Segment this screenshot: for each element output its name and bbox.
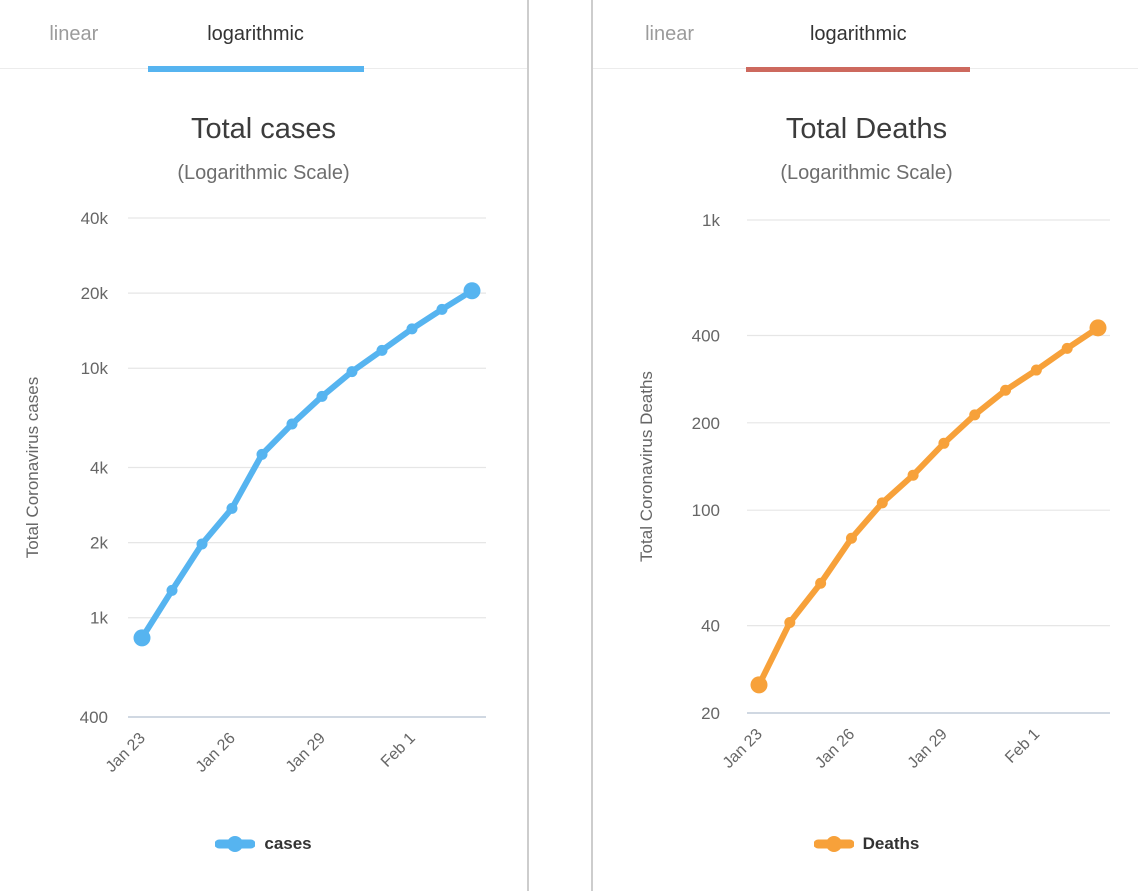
y-tick-label: 20k (81, 284, 109, 303)
legend-label: cases (264, 834, 312, 853)
x-tick-label: Jan 29 (283, 730, 329, 776)
data-point-marker (1030, 364, 1042, 376)
x-tick-label: Jan 23 (720, 726, 766, 772)
active-tab-underline (746, 67, 971, 72)
tab-label: linear (645, 22, 695, 45)
legend-marker-icon (813, 836, 854, 852)
data-point-marker (316, 390, 328, 402)
deaths-panel: linear logarithmic Total Deaths (Logarit… (591, 0, 1138, 891)
data-point-marker (1061, 342, 1073, 354)
y-tick-label: 1k (90, 609, 108, 628)
data-point-marker (1000, 384, 1012, 396)
data-point-marker (1089, 319, 1107, 337)
tab-label: logarithmic (207, 22, 304, 45)
tab-logarithmic-cases[interactable]: logarithmic (147, 0, 364, 72)
legend-dot (825, 836, 842, 852)
y-tick-label: 100 (692, 501, 720, 520)
tab-logarithmic-deaths[interactable]: logarithmic (746, 0, 971, 72)
cases-tabbar: linear logarithmic (0, 0, 527, 72)
data-point-marker (969, 409, 981, 421)
y-tick-label: 40 (701, 617, 720, 636)
deaths-tabbar: linear logarithmic (593, 0, 1138, 72)
data-point-marker (256, 448, 268, 460)
chart-title: Total cases (190, 113, 337, 145)
y-tick-label: 2k (90, 534, 108, 553)
data-point-marker (286, 418, 298, 430)
tab-linear-cases[interactable]: linear (0, 0, 148, 68)
data-point-marker (166, 584, 178, 596)
x-tick-label: Jan 23 (103, 730, 149, 776)
y-tick-label: 4k (90, 459, 108, 478)
data-point-marker (133, 629, 151, 647)
x-tick-label: Feb 1 (1002, 726, 1043, 767)
tab-linear-deaths[interactable]: linear (593, 0, 746, 68)
data-point-marker (436, 303, 448, 315)
y-tick-label: 200 (692, 414, 720, 433)
x-tick-label: Feb 1 (378, 730, 419, 771)
cases-legend-item[interactable]: cases (0, 834, 527, 854)
x-tick-label: Jan 29 (905, 726, 951, 772)
y-tick-label: 1k (702, 211, 720, 230)
data-point-marker (346, 366, 358, 378)
legend-marker-icon (215, 836, 256, 852)
data-point-marker (907, 469, 919, 481)
data-point-marker (750, 676, 768, 694)
legend-dot (227, 836, 244, 852)
tab-label: linear (49, 22, 99, 45)
data-point-marker (876, 497, 888, 509)
y-tick-label: 20 (701, 704, 720, 723)
data-point-marker (815, 577, 827, 589)
series-line (756, 324, 1101, 688)
y-axis-title: Total Coronavirus cases (23, 377, 42, 558)
chart-subtitle: (Logarithmic Scale) (177, 162, 350, 184)
data-point-marker (376, 344, 388, 356)
y-tick-label: 400 (692, 326, 720, 345)
data-point-marker (196, 538, 208, 550)
x-tick-label: Jan 26 (193, 730, 239, 776)
data-point-marker (226, 502, 238, 514)
chart-subtitle: (Logarithmic Scale) (780, 162, 953, 184)
y-tick-label: 400 (80, 708, 108, 727)
x-tick-label: Jan 26 (812, 726, 858, 772)
y-tick-label: 40k (81, 209, 109, 228)
data-point-marker (463, 282, 481, 300)
data-point-marker (938, 437, 950, 449)
tab-label: logarithmic (809, 22, 907, 45)
data-point-marker (845, 532, 857, 544)
data-point-marker (406, 323, 418, 335)
series-line (139, 287, 475, 641)
y-axis-title: Total Coronavirus Deaths (637, 371, 656, 562)
active-tab-underline (147, 66, 364, 72)
chart-title: Total Deaths (785, 113, 948, 145)
legend-label: Deaths (862, 834, 920, 853)
deaths-legend-item[interactable]: Deaths (593, 834, 1138, 854)
data-point-marker (784, 617, 796, 629)
cases-panel: linear logarithmic Total cases (Logarith… (0, 0, 529, 891)
y-tick-label: 10k (81, 359, 109, 378)
